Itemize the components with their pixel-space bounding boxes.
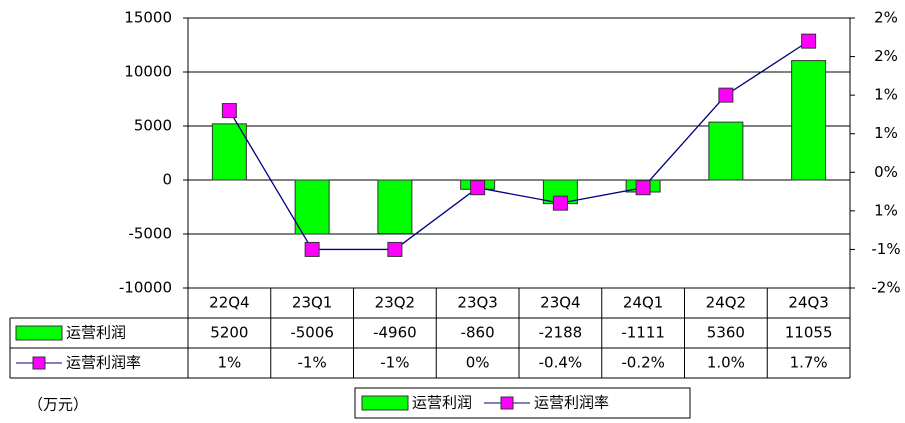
x-tick-label: 24Q2: [706, 294, 746, 312]
x-tick-label: 23Q3: [457, 294, 497, 312]
marker: [635, 180, 651, 196]
y2-tick-label: 2%: [874, 47, 898, 65]
x-tick-label: 24Q3: [788, 294, 828, 312]
x-tick-label: 23Q2: [375, 294, 415, 312]
marker: [801, 33, 817, 49]
y2-tick-label: 1%: [874, 124, 898, 142]
table-value: 1%: [217, 354, 241, 372]
marker: [304, 241, 320, 257]
y-tick-label: 10000: [124, 63, 172, 81]
legend-key-marker: [500, 396, 514, 410]
x-tick-label: 23Q1: [292, 294, 332, 312]
y2-tick-label: 0%: [874, 163, 898, 181]
table-value: -1111: [621, 324, 665, 342]
y-axis-unit: （万元）: [28, 396, 88, 414]
marker: [221, 103, 237, 119]
legend-label: 运营利润率: [534, 394, 609, 412]
marker: [552, 195, 568, 211]
table-value: -5006: [290, 324, 334, 342]
table-value: -4960: [373, 324, 417, 342]
x-tick-label: 22Q4: [209, 294, 249, 312]
y2-tick-label: 1%: [874, 201, 898, 219]
x-tick-label: 24Q1: [623, 294, 663, 312]
table-value: 1.7%: [790, 354, 828, 372]
y2-tick-label: -1%: [871, 240, 900, 258]
table-value: -1%: [298, 354, 327, 372]
y-tick-label: 5000: [134, 117, 172, 135]
legend-key-marker: [32, 356, 46, 370]
y2-tick-label: 2%: [874, 9, 898, 27]
line: [228, 40, 809, 251]
table-value: -0.2%: [621, 354, 665, 372]
table-value: -2188: [539, 324, 583, 342]
table-value: 5200: [210, 324, 248, 342]
table-value: 5360: [707, 324, 745, 342]
table-value: 0%: [466, 354, 490, 372]
table-value: 1.0%: [707, 354, 745, 372]
bar: [377, 179, 413, 235]
marker: [470, 180, 486, 196]
bar: [211, 123, 247, 181]
marker: [387, 241, 403, 257]
marker: [718, 87, 734, 103]
legend-key-bar: [361, 395, 409, 411]
x-tick-label: 23Q4: [540, 294, 580, 312]
legend-label: 运营利润: [412, 394, 472, 412]
bar: [791, 60, 827, 181]
table-series-name: 运营利润: [66, 324, 126, 342]
y2-tick-label: 1%: [874, 86, 898, 104]
y-tick-label: -5000: [128, 225, 172, 243]
table-value: -860: [461, 324, 495, 342]
legend-key-bar: [15, 325, 63, 341]
legend-box: [354, 387, 691, 419]
table-value: -0.4%: [539, 354, 583, 372]
table-value: 11055: [785, 324, 833, 342]
y-tick-label: 0: [162, 171, 172, 189]
table-series-name: 运营利润率: [66, 354, 141, 372]
table-value: -1%: [380, 354, 409, 372]
y-tick-label: -10000: [119, 279, 172, 297]
bar: [294, 179, 330, 235]
y-tick-label: 15000: [124, 9, 172, 27]
y2-tick-label: -2%: [871, 279, 900, 297]
bar: [708, 121, 744, 181]
